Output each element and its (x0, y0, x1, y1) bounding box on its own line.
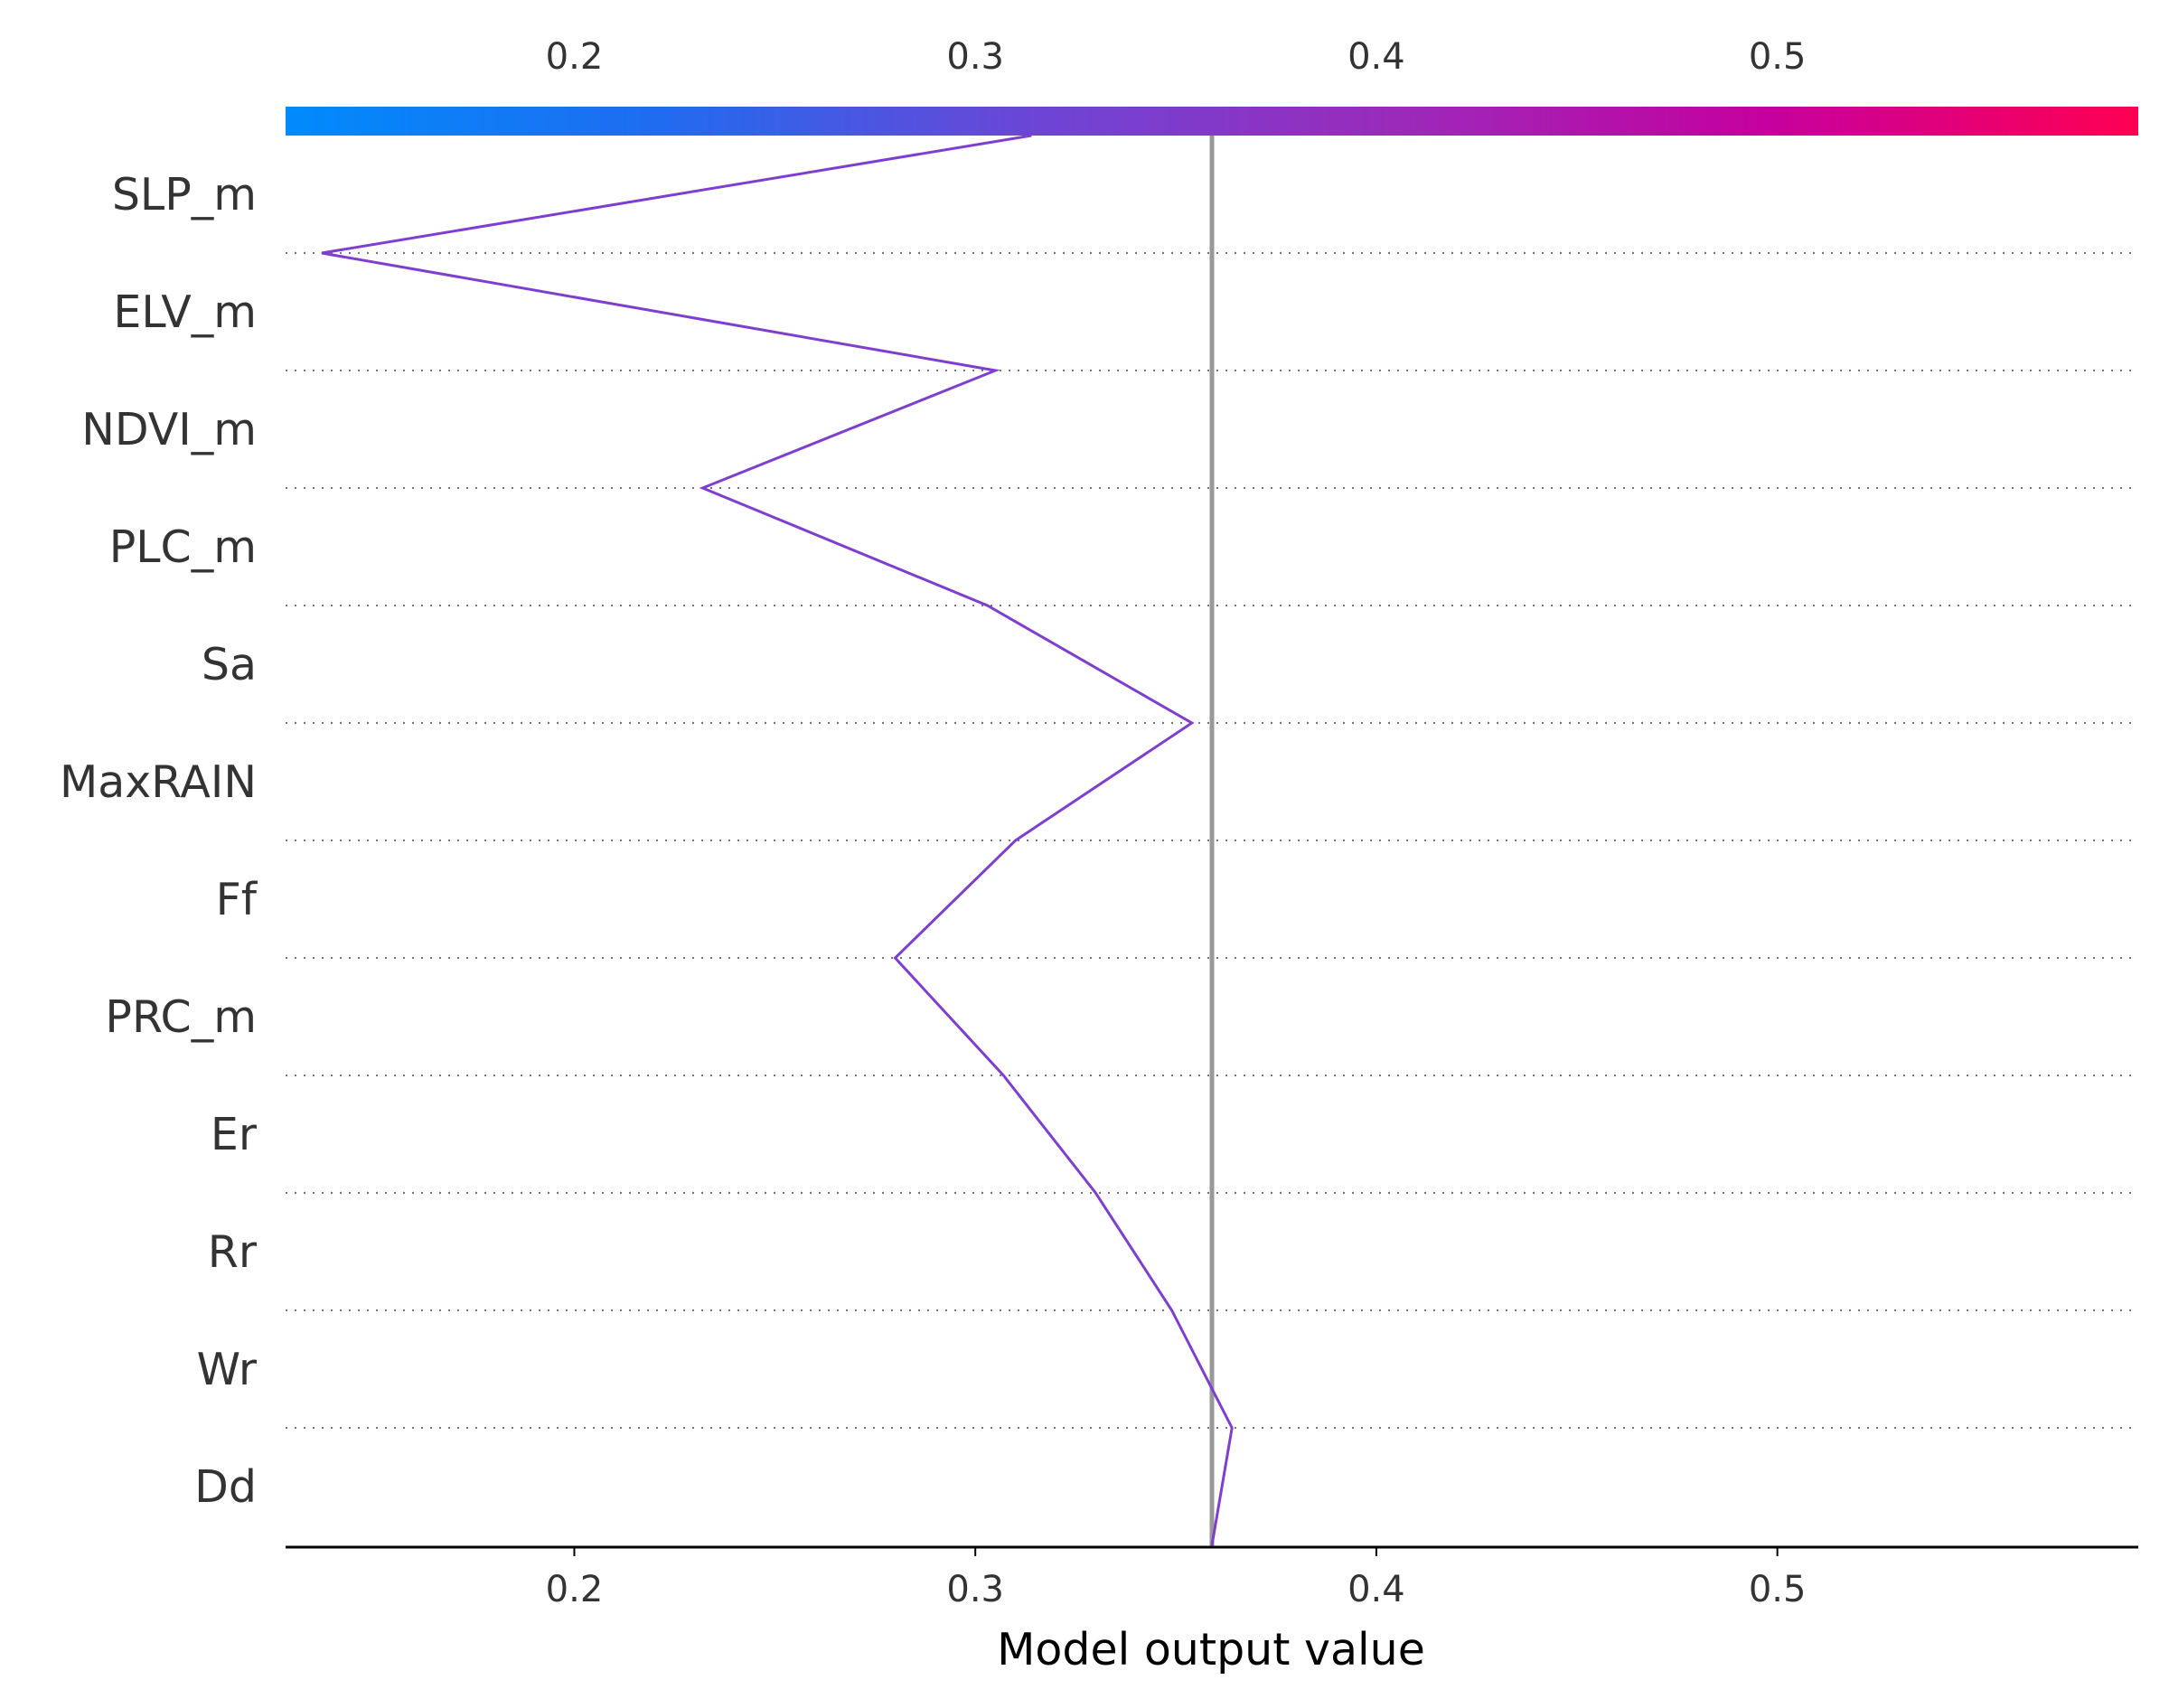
feature-label: Er (211, 1109, 258, 1160)
x-tick-label: 0.2 (546, 1569, 604, 1610)
feature-label: Dd (194, 1461, 257, 1513)
feature-label: PLC_m (109, 521, 257, 573)
x-tick-label: 0.5 (1749, 1569, 1807, 1610)
colorbar-gradient (286, 107, 2138, 136)
feature-label: MaxRAIN (60, 756, 257, 808)
feature-label: Wr (197, 1344, 258, 1395)
feature-label: Sa (202, 639, 257, 690)
feature-label: ELV_m (113, 286, 257, 338)
feature-label: Rr (208, 1226, 258, 1278)
top-tick-label: 0.2 (546, 36, 604, 78)
x-tick-label: 0.3 (946, 1569, 1004, 1610)
decision-path-line (321, 134, 1234, 1546)
feature-label: PRC_m (105, 991, 257, 1043)
x-tick-label: 0.4 (1347, 1569, 1405, 1610)
top-tick-label: 0.5 (1749, 36, 1807, 78)
feature-labels: SLP_m ELV_m NDVI_m PLC_m Sa MaxRAIN Ff PRC_m Er R… (60, 169, 258, 1513)
feature-label: Ff (216, 874, 258, 925)
colorbar (286, 107, 2138, 136)
feature-label: NDVI_m (81, 404, 257, 455)
top-tick-label: 0.3 (946, 36, 1004, 78)
x-axis: 0.2 0.3 0.4 0.5 0.2 0.3 0.4 0.5 (286, 36, 2138, 1610)
grid-lines (286, 252, 2138, 1429)
x-axis-title: Model output value (997, 1624, 1425, 1675)
top-tick-label: 0.4 (1347, 36, 1405, 78)
decision-path (321, 134, 1234, 1546)
feature-label: SLP_m (112, 169, 257, 221)
